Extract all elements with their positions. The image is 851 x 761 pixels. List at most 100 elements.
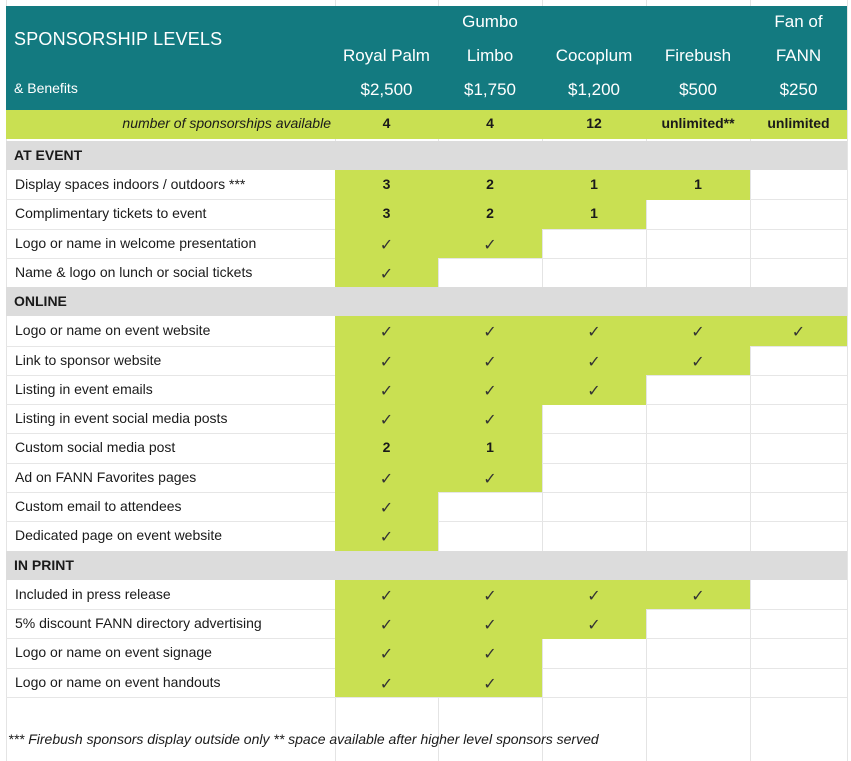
section-title: AT EVENT	[14, 147, 83, 163]
check-icon: ✓	[379, 265, 394, 283]
check-icon: ✓	[587, 324, 601, 342]
benefit-cell	[542, 608, 646, 639]
benefit-cell	[438, 608, 542, 639]
benefit-label: Ad on FANN Favorites pages	[15, 468, 197, 485]
section-header: AT EVENT	[6, 141, 847, 170]
benefit-cell	[646, 345, 750, 376]
benefit-cell	[542, 199, 646, 230]
table-header: SPONSORSHIP LEVELS & Benefits Royal Palm…	[6, 6, 847, 110]
benefit-cell	[335, 404, 438, 434]
benefit-label: Included in press release	[15, 585, 171, 602]
benefit-value: 1	[590, 176, 598, 192]
benefit-cell	[438, 433, 542, 464]
benefit-cell	[335, 374, 438, 405]
grid-column-line	[646, 0, 647, 761]
check-icon: ✓	[483, 382, 497, 400]
benefit-cell	[335, 608, 438, 639]
check-icon: ✓	[483, 353, 497, 371]
check-icon: ✓	[483, 616, 497, 634]
benefit-label: Custom social media post	[15, 439, 176, 456]
check-icon: ✓	[483, 470, 497, 488]
benefit-cell	[335, 579, 438, 610]
benefit-value: 3	[382, 176, 391, 192]
benefit-cell	[335, 667, 438, 698]
check-icon: ✓	[483, 675, 497, 693]
grid-column-line	[6, 0, 7, 761]
benefit-cell	[335, 170, 438, 200]
benefit-label: Logo or name on event website	[15, 322, 211, 339]
check-icon: ✓	[379, 500, 394, 517]
benefit-label: Complimentary tickets to event	[15, 205, 207, 222]
level-name: Firebush	[664, 46, 732, 65]
benefit-value: 1	[590, 205, 598, 222]
check-icon: ✓	[587, 616, 601, 634]
availability-label: number of sponsorships available	[122, 115, 331, 131]
level-price: $2,500	[360, 80, 413, 99]
availability-row: number of sponsorships available 4 4 12 unl…	[6, 110, 847, 139]
check-icon: ✓	[379, 382, 394, 400]
check-icon: ✓	[791, 324, 806, 342]
availability-value: 12	[586, 115, 602, 131]
benefit-cell	[438, 462, 542, 493]
benefit-cell	[542, 374, 646, 405]
check-icon: ✓	[379, 675, 394, 693]
benefit-label: Name & logo on lunch or social tickets	[15, 263, 253, 280]
benefit-label: Listing in event social media posts	[15, 410, 228, 427]
benefit-label: 5% discount FANN directory advertising	[15, 614, 262, 631]
level-price: $1,200	[568, 80, 620, 99]
benefit-cell	[335, 433, 438, 464]
check-icon: ✓	[379, 470, 394, 488]
check-icon: ✓	[691, 353, 705, 371]
benefit-cell	[542, 579, 646, 610]
benefit-cell	[335, 316, 438, 346]
level-price: $500	[679, 80, 717, 99]
benefit-cell	[646, 170, 750, 200]
benefit-cell	[335, 462, 438, 493]
section-header: IN PRINT	[6, 550, 847, 580]
benefit-cell	[335, 345, 438, 376]
check-icon: ✓	[587, 382, 601, 400]
row-divider	[6, 696, 847, 698]
check-icon: ✓	[379, 616, 394, 634]
check-icon: ✓	[483, 646, 497, 664]
benefit-cell	[335, 492, 438, 522]
availability-value: 4	[486, 115, 494, 131]
benefit-cell	[335, 521, 438, 552]
check-icon: ✓	[379, 353, 394, 371]
check-icon: ✓	[587, 353, 601, 371]
benefit-cell	[542, 316, 646, 346]
benefit-cell	[750, 316, 847, 346]
benefit-value: 2	[486, 205, 494, 222]
benefit-cell	[438, 667, 542, 698]
benefit-label: Display spaces indoors / outdoors ***	[15, 176, 246, 192]
benefit-cell	[438, 404, 542, 434]
benefit-cell	[438, 228, 542, 259]
level-name: FANN	[775, 46, 822, 65]
grid-column-line	[750, 0, 751, 761]
level-name: Royal Palm	[343, 46, 430, 65]
check-icon: ✓	[379, 324, 394, 342]
level-name: Cocoplum	[555, 46, 633, 65]
benefit-cell	[438, 345, 542, 376]
check-icon: ✓	[379, 646, 394, 664]
benefit-cell	[335, 228, 438, 259]
level-name-line1: Gumbo	[462, 12, 518, 31]
benefit-label: Dedicated page on event website	[15, 527, 223, 544]
check-icon: ✓	[483, 587, 497, 605]
benefit-label: Link to sponsor website	[15, 351, 162, 368]
level-name-line1: Fan of	[774, 12, 823, 31]
check-icon: ✓	[379, 529, 394, 547]
benefit-cell	[438, 199, 542, 230]
check-icon: ✓	[483, 236, 497, 254]
check-icon: ✓	[691, 324, 705, 342]
table-title: SPONSORSHIP LEVELS	[14, 29, 223, 49]
benefit-value: 1	[694, 176, 702, 192]
check-icon: ✓	[483, 412, 497, 430]
availability-value: unlimited**	[661, 115, 735, 131]
availability-value: unlimited	[767, 115, 830, 131]
availability-value: 4	[382, 115, 391, 131]
benefit-cell	[438, 374, 542, 405]
check-icon: ✓	[379, 412, 394, 430]
benefit-cell	[438, 316, 542, 346]
benefit-label: Logo or name on event signage	[15, 644, 212, 661]
